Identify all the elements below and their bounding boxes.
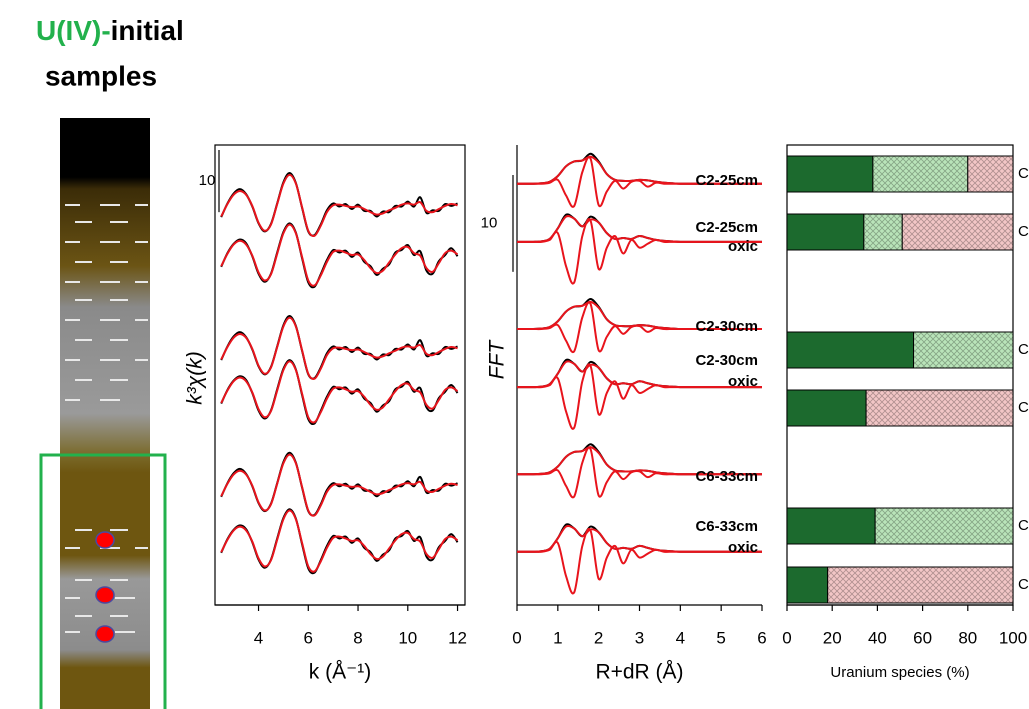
sample-point (95, 586, 115, 604)
row-label: C (1018, 223, 1029, 240)
spectrum-line (220, 508, 459, 575)
bar-segment (874, 507, 1014, 545)
soil-column (39, 118, 167, 709)
spectrum-line (220, 316, 458, 380)
spectrum-line (517, 363, 762, 430)
x-axis-label: k (Å⁻¹) (309, 661, 371, 684)
row-label: C (1018, 517, 1029, 534)
row-label: C (1018, 576, 1029, 593)
x-tick-label: 4 (676, 628, 685, 647)
scale-bar-label: 10 (199, 172, 216, 189)
sample-point (95, 531, 115, 549)
x-tick-label: 3 (635, 628, 644, 647)
spectrum-line (517, 301, 762, 354)
spectrum-label: oxic (728, 539, 758, 556)
x-tick-label: 2 (594, 628, 603, 647)
x-tick-label: 1 (553, 628, 562, 647)
spectrum-line (220, 359, 459, 426)
bar-segment (865, 389, 1014, 427)
sample-points (95, 531, 115, 643)
spectrum-line (220, 453, 458, 517)
title-line2: samples (45, 60, 157, 91)
x-tick-label: 5 (716, 628, 725, 647)
x-axis-label: Uranium species (%) (830, 664, 969, 681)
title: U(IV)-initial (36, 15, 184, 46)
spectrum-line (220, 509, 459, 573)
spectrum-label: C6-33cm (695, 468, 758, 485)
x-axis-label: R+dR (Å) (595, 661, 683, 684)
bar-segment (786, 213, 865, 251)
x-tick-label: 20 (823, 628, 842, 647)
bar-segment (786, 155, 874, 193)
spectrum-label: C2-30cm (695, 352, 758, 369)
spectrum-line (220, 173, 458, 238)
spectrum-line (517, 156, 762, 208)
spectrum-line (220, 222, 459, 289)
row-label: C (1018, 399, 1029, 416)
spectrum-label: C2-30cm (695, 318, 758, 335)
y-axis-label: k³χ(k) (184, 351, 207, 404)
bar-segment (786, 507, 876, 545)
soil-dashes (65, 204, 148, 633)
title-highlight: U(IV)- (36, 15, 111, 46)
row-label: C (1018, 341, 1029, 358)
title-text: initial (111, 15, 184, 46)
bar-segment (913, 331, 1014, 369)
bar-segment (786, 331, 915, 369)
bar-segment (967, 155, 1014, 193)
spectrum-line (517, 446, 762, 499)
y-axis-label: FFT (486, 339, 509, 380)
soil-core (60, 118, 150, 709)
x-tick-label: 0 (782, 628, 791, 647)
spectrum-line (220, 223, 459, 287)
bar-segment (786, 389, 867, 427)
x-tick-label: 0 (512, 628, 521, 647)
x-tick-label: 60 (913, 628, 932, 647)
x-tick-label: 6 (304, 628, 313, 647)
spectrum-label: C2-25cm (695, 219, 758, 236)
bar-segment (827, 566, 1014, 604)
sample-point (95, 625, 115, 643)
x-tick-label: 4 (254, 628, 263, 647)
spectrum-line (517, 528, 762, 595)
spectrum-label: oxic (728, 238, 758, 255)
bar-segment (901, 213, 1014, 251)
x-tick-label: 100 (999, 628, 1027, 647)
sample-zone (39, 453, 167, 709)
spectrum-label: oxic (728, 373, 758, 390)
x-tick-label: 80 (958, 628, 977, 647)
bar-segment (786, 566, 829, 604)
x-tick-label: 8 (353, 628, 362, 647)
x-tick-label: 6 (757, 628, 766, 647)
bar-segment (863, 213, 903, 251)
spectrum-label: C2-25cm (695, 172, 758, 189)
scale-bar-label: 10 (481, 214, 498, 231)
x-tick-label: 12 (448, 628, 467, 647)
x-tick-label: 40 (868, 628, 887, 647)
bar-segment (872, 155, 969, 193)
row-label: C (1018, 165, 1029, 182)
x-tick-label: 10 (398, 628, 417, 647)
spectrum-line (220, 360, 459, 424)
spectrum-line (517, 218, 762, 285)
spectrum-label: C6-33cm (695, 518, 758, 535)
